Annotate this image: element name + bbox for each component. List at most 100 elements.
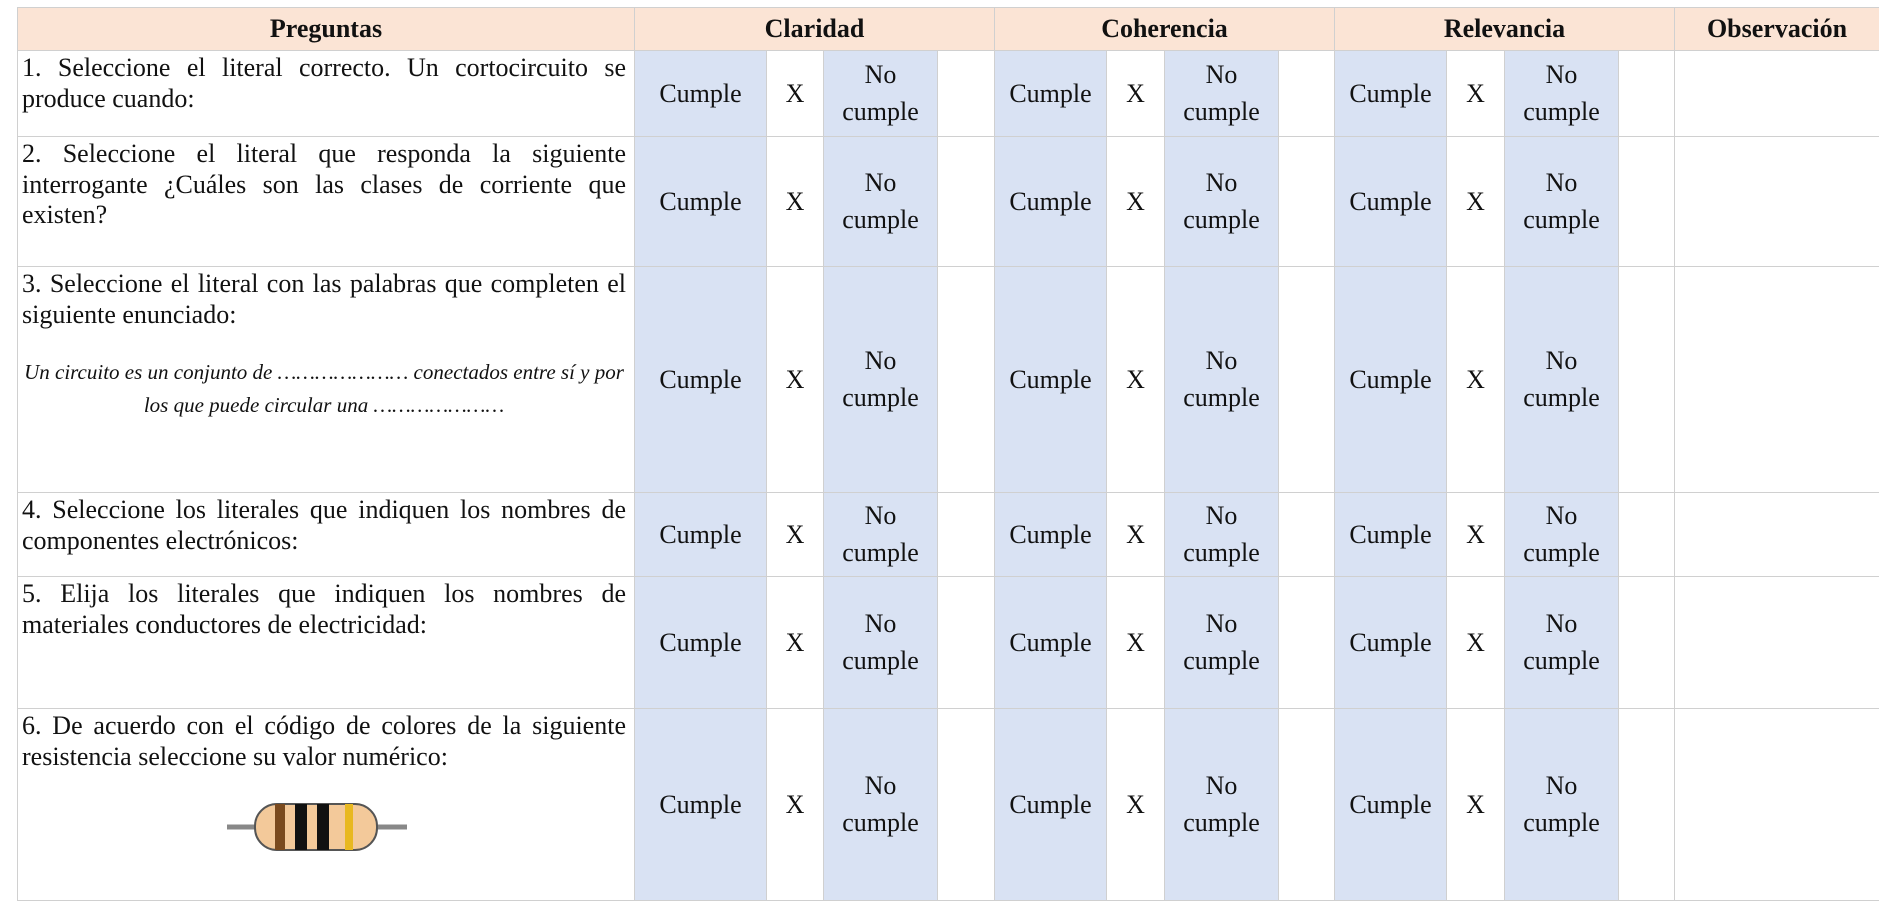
header-cell: Relevancia [1335, 8, 1675, 51]
question-row: 6. De acuerdo con el código de colores d… [18, 709, 1879, 901]
mark-cell: X [767, 267, 824, 493]
no-cumple-cell: No cumple [1165, 709, 1279, 901]
header-cell: Claridad [635, 8, 995, 51]
mark-cell: X [1107, 577, 1165, 709]
mark-cell: X [1447, 577, 1505, 709]
cumple-cell: Cumple [995, 577, 1107, 709]
cumple-cell: Cumple [635, 577, 767, 709]
question-cell: 2. Seleccione el literal que responda la… [18, 137, 635, 267]
mark-cell: X [1107, 267, 1165, 493]
empty-cell [1279, 577, 1335, 709]
mark-cell: X [767, 137, 824, 267]
question-cell: 3. Seleccione el literal con las palabra… [18, 267, 635, 493]
no-cumple-cell: No cumple [1505, 577, 1619, 709]
no-cumple-cell: No cumple [1505, 137, 1619, 267]
no-cumple-cell: No cumple [1505, 493, 1619, 577]
no-cumple-cell: No cumple [1165, 493, 1279, 577]
empty-cell [1619, 137, 1675, 267]
mark-cell: X [1447, 709, 1505, 901]
empty-cell [1279, 267, 1335, 493]
mark-cell: X [767, 709, 824, 901]
question-row: 1. Seleccione el literal correcto. Un co… [18, 51, 1879, 137]
question-text: 5. Elija los literales que indiquen los … [22, 579, 626, 640]
question-text: 2. Seleccione el literal que responda la… [22, 139, 626, 231]
empty-cell [1619, 267, 1675, 493]
header-cell: Preguntas [18, 8, 635, 51]
no-cumple-cell: No cumple [1165, 137, 1279, 267]
observation-cell [1675, 493, 1879, 577]
resistor-icon [227, 792, 407, 862]
cumple-cell: Cumple [1335, 577, 1447, 709]
no-cumple-cell: No cumple [824, 267, 938, 493]
empty-cell [938, 51, 995, 137]
cumple-cell: Cumple [995, 137, 1107, 267]
mark-cell: X [1107, 709, 1165, 901]
observation-cell [1675, 267, 1879, 493]
mark-cell: X [767, 577, 824, 709]
question-cell: 5. Elija los literales que indiquen los … [18, 577, 635, 709]
mark-cell: X [1447, 267, 1505, 493]
question-text: 3. Seleccione el literal con las palabra… [22, 269, 626, 330]
no-cumple-cell: No cumple [1165, 577, 1279, 709]
cumple-cell: Cumple [1335, 51, 1447, 137]
question-text: 6. De acuerdo con el código de colores d… [22, 711, 626, 772]
no-cumple-cell: No cumple [1505, 709, 1619, 901]
question-row: 4. Seleccione los literales que indiquen… [18, 493, 1879, 577]
cumple-cell: Cumple [1335, 493, 1447, 577]
empty-cell [1279, 493, 1335, 577]
observation-cell [1675, 51, 1879, 137]
cumple-cell: Cumple [635, 709, 767, 901]
empty-cell [938, 709, 995, 901]
empty-cell [1619, 577, 1675, 709]
cumple-cell: Cumple [635, 51, 767, 137]
no-cumple-cell: No cumple [824, 709, 938, 901]
empty-cell [938, 137, 995, 267]
mark-cell: X [1107, 51, 1165, 137]
question-note: Un circuito es un conjunto de ………………… co… [22, 356, 626, 421]
cumple-cell: Cumple [1335, 709, 1447, 901]
no-cumple-cell: No cumple [824, 137, 938, 267]
question-row: 2. Seleccione el literal que responda la… [18, 137, 1879, 267]
question-text: 4. Seleccione los literales que indiquen… [22, 495, 626, 556]
mark-cell: X [1107, 493, 1165, 577]
no-cumple-cell: No cumple [1165, 51, 1279, 137]
cumple-cell: Cumple [635, 493, 767, 577]
empty-cell [1619, 493, 1675, 577]
no-cumple-cell: No cumple [1165, 267, 1279, 493]
empty-cell [1279, 51, 1335, 137]
no-cumple-cell: No cumple [1505, 267, 1619, 493]
cumple-cell: Cumple [995, 267, 1107, 493]
cumple-cell: Cumple [995, 493, 1107, 577]
question-row: 3. Seleccione el literal con las palabra… [18, 267, 1879, 493]
header-cell: Observación [1675, 8, 1879, 51]
question-cell: 4. Seleccione los literales que indiquen… [18, 493, 635, 577]
cumple-cell: Cumple [995, 51, 1107, 137]
empty-cell [938, 267, 995, 493]
empty-cell [938, 493, 995, 577]
empty-cell [938, 577, 995, 709]
no-cumple-cell: No cumple [1505, 51, 1619, 137]
no-cumple-cell: No cumple [824, 51, 938, 137]
no-cumple-cell: No cumple [824, 577, 938, 709]
mark-cell: X [767, 493, 824, 577]
cumple-cell: Cumple [1335, 137, 1447, 267]
observation-cell [1675, 709, 1879, 901]
mark-cell: X [767, 51, 824, 137]
question-text: 1. Seleccione el literal correcto. Un co… [22, 53, 626, 114]
mark-cell: X [1107, 137, 1165, 267]
cumple-cell: Cumple [635, 137, 767, 267]
mark-cell: X [1447, 137, 1505, 267]
no-cumple-cell: No cumple [824, 493, 938, 577]
question-cell: 6. De acuerdo con el código de colores d… [18, 709, 635, 901]
cumple-cell: Cumple [995, 709, 1107, 901]
cumple-cell: Cumple [1335, 267, 1447, 493]
observation-cell [1675, 137, 1879, 267]
header-cell: Coherencia [995, 8, 1335, 51]
mark-cell: X [1447, 493, 1505, 577]
observation-cell [1675, 577, 1879, 709]
empty-cell [1279, 137, 1335, 267]
